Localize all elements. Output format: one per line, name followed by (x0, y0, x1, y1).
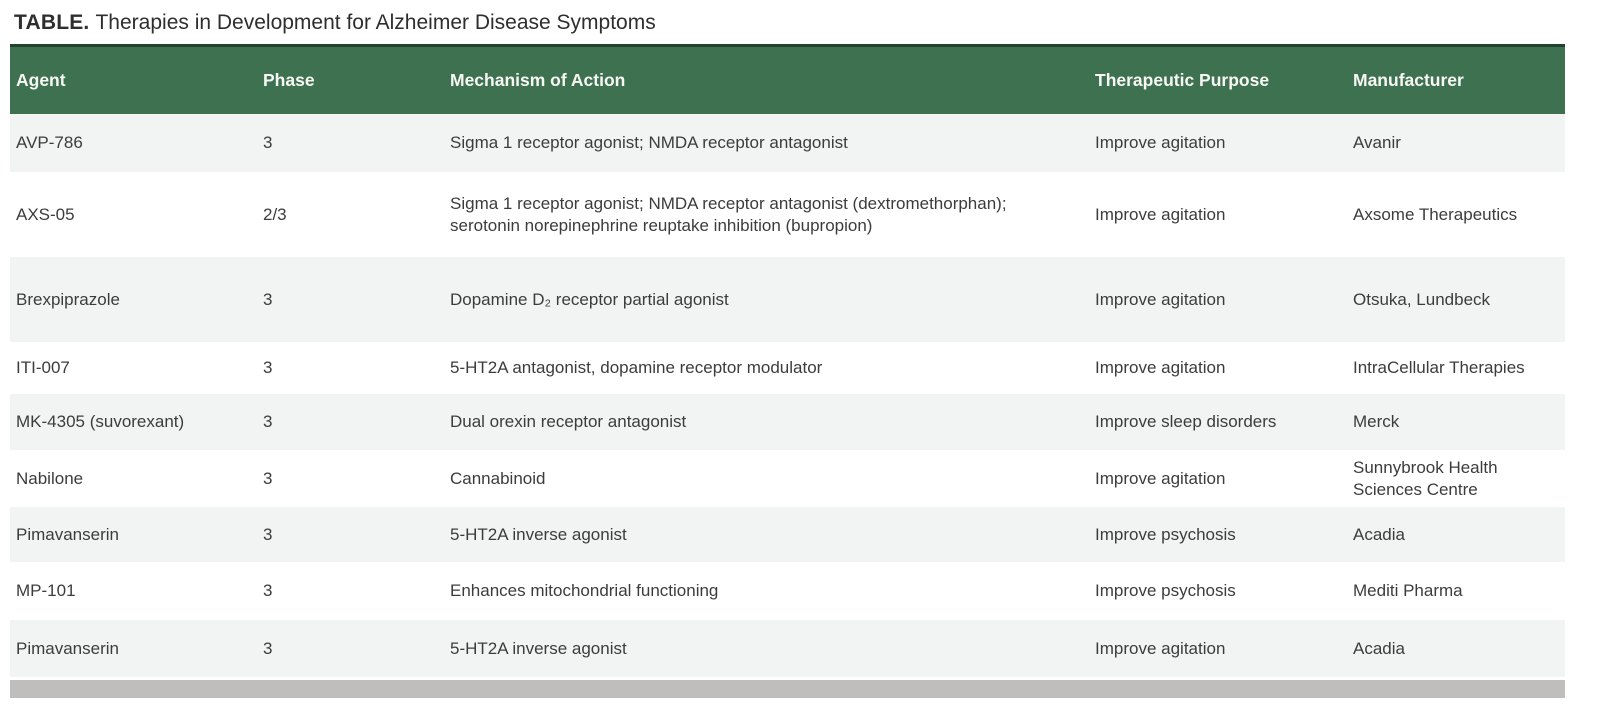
cell-agent: MK-4305 (suvorexant) (16, 412, 185, 431)
cell-phase: 3 (263, 133, 273, 152)
table-title-label: TABLE. (14, 11, 90, 34)
table-title-text: Therapies in Development for Alzheimer D… (95, 11, 656, 34)
column-header-phase: Phase (263, 70, 315, 90)
cell-phase: 3 (263, 524, 273, 544)
cell-purpose: Improve agitation (1095, 133, 1226, 152)
cell-manufacturer: Merck (1353, 412, 1400, 431)
table-header-row: Agent Phase Mechanism of Action Therapeutic… (10, 44, 1565, 114)
horizontal-scrollbar[interactable] (10, 680, 1565, 698)
table-row: MP-101 3 Enhances mitochondrial functionin… (10, 562, 1565, 620)
column-header-mechanism-of-action: Mechanism of Action (450, 70, 626, 90)
cell-mechanism: Enhances mitochondrial functioning (450, 581, 719, 600)
cell-purpose: Improve agitation (1095, 204, 1226, 224)
cell-manufacturer: Acadia (1353, 524, 1405, 544)
cell-manufacturer: Acadia (1353, 638, 1405, 658)
cell-agent: Pimavanserin (16, 524, 119, 544)
table-row: Nabilone 3 Cannabinoid Improve agitation Sun… (10, 450, 1565, 507)
cell-agent: AXS-05 (16, 204, 75, 224)
cell-mechanism: Dual orexin receptor antagonist (450, 412, 687, 431)
cell-agent: Pimavanserin (16, 638, 119, 658)
cell-purpose: Improve sleep disorders (1095, 412, 1277, 431)
column-header-agent: Agent (16, 70, 66, 90)
cell-agent: Nabilone (16, 468, 84, 488)
cell-phase: 3 (263, 358, 273, 377)
table-row: AXS-05 2/3 Sigma 1 receptor agonist; NMDA … (10, 172, 1565, 257)
cell-manufacturer: Mediti Pharma (1353, 581, 1463, 600)
cell-phase: 3 (263, 638, 273, 658)
cell-agent: MP-101 (16, 581, 76, 600)
column-header-manufacturer: Manufacturer (1353, 70, 1464, 90)
cell-manufacturer: Sunnybrook Health Sciences Centre (1353, 457, 1498, 499)
cell-agent: Brexpiprazole (16, 289, 120, 309)
table-row: ITI-007 3 5-HT2A antagonist, dopamine rece… (10, 342, 1565, 394)
cell-manufacturer: IntraCellular Therapies (1353, 358, 1525, 377)
cell-purpose: Improve agitation (1095, 468, 1226, 488)
cell-manufacturer: Otsuka, Lundbeck (1353, 289, 1491, 309)
cell-phase: 3 (263, 468, 273, 488)
cell-purpose: Improve agitation (1095, 638, 1226, 658)
cell-agent: ITI-007 (16, 358, 70, 377)
cell-mechanism: 5-HT2A inverse agonist (450, 524, 627, 544)
cell-mechanism: 5-HT2A antagonist, dopamine receptor mod… (450, 358, 823, 377)
cell-mechanism: Cannabinoid (450, 468, 546, 488)
table-row: Brexpiprazole 3 Dopamine D₂ receptor parti… (10, 257, 1565, 342)
therapies-table: Agent Phase Mechanism of Action Therapeutic… (10, 44, 1565, 677)
cell-mechanism: 5-HT2A inverse agonist (450, 638, 627, 658)
table-row: AVP-786 3 Sigma 1 receptor agonist; NMDA r… (10, 114, 1565, 172)
cell-phase: 3 (263, 581, 273, 600)
cell-purpose: Improve agitation (1095, 358, 1226, 377)
table-body: AVP-786 3 Sigma 1 receptor agonist; NMDA r… (10, 114, 1565, 677)
cell-phase: 3 (263, 289, 273, 309)
cell-mechanism: Sigma 1 receptor agonist; NMDA receptor … (450, 193, 1007, 235)
table-title: TABLE. Therapies in Development for Alzhe… (0, 0, 1600, 44)
table-row: MK-4305 (suvorexant) 3 Dual orexin recepto… (10, 394, 1565, 450)
cell-manufacturer: Avanir (1353, 133, 1401, 152)
cell-mechanism: Dopamine D₂ receptor partial agonist (450, 289, 729, 309)
cell-mechanism: Sigma 1 receptor agonist; NMDA receptor … (450, 133, 848, 152)
cell-manufacturer: Axsome Therapeutics (1353, 204, 1518, 224)
cell-purpose: Improve agitation (1095, 289, 1226, 309)
cell-purpose: Improve psychosis (1095, 524, 1236, 544)
table-row: Pimavanserin 3 5-HT2A inverse agonist Impro… (10, 620, 1565, 677)
cell-agent: AVP-786 (16, 133, 83, 152)
table-row: Pimavanserin 3 5-HT2A inverse agonist Impro… (10, 507, 1565, 562)
cell-phase: 2/3 (263, 204, 287, 224)
column-header-therapeutic-purpose: Therapeutic Purpose (1095, 70, 1270, 90)
cell-phase: 3 (263, 412, 273, 431)
cell-purpose: Improve psychosis (1095, 581, 1236, 600)
